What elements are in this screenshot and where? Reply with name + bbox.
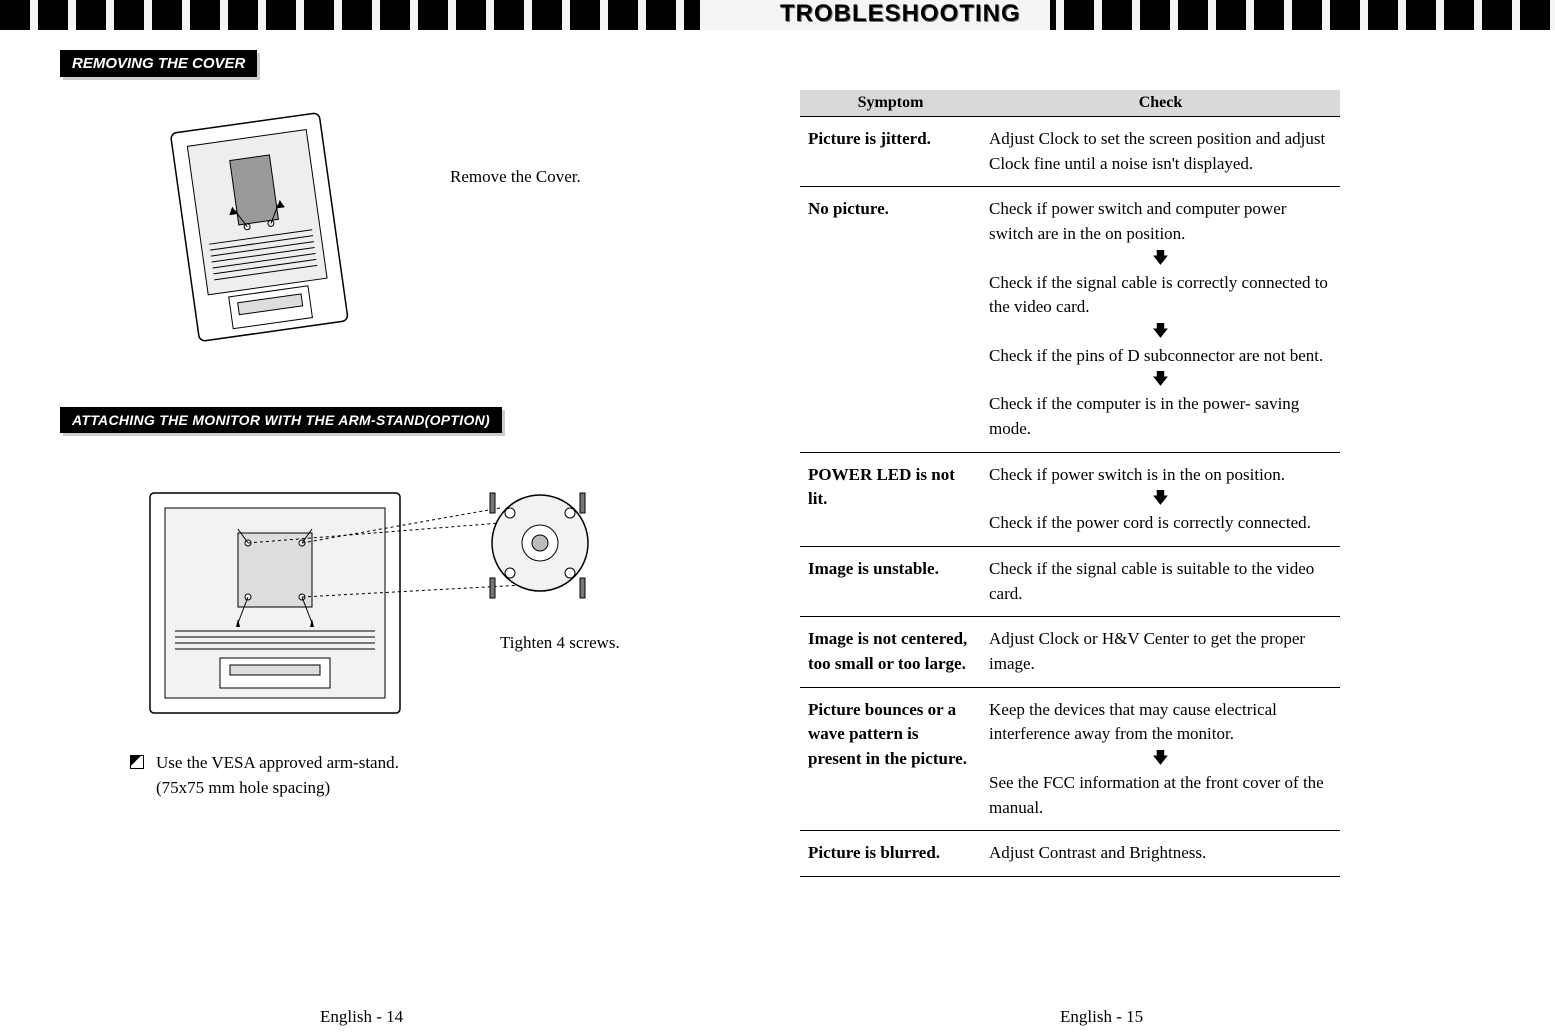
check-cell: Check if power switch and computer power… bbox=[981, 187, 1340, 452]
check-cell: Adjust Clock or H&V Center to get the pr… bbox=[981, 617, 1340, 687]
col-symptom: Symptom bbox=[800, 90, 981, 117]
table-row: Image is not centered, too small or too … bbox=[800, 617, 1340, 687]
bullet-icon bbox=[130, 755, 144, 769]
vesa-note: Use the VESA approved arm-stand. (75x75 … bbox=[130, 751, 780, 800]
figure1-caption: Remove the Cover. bbox=[450, 167, 581, 187]
down-arrow-icon: 🡇 bbox=[989, 491, 1332, 507]
arm-stand-drawing bbox=[120, 463, 640, 733]
header-title: TROBLESHOOTING bbox=[780, 0, 1021, 28]
page-number-left: English - 14 bbox=[320, 1007, 403, 1027]
section2-heading: ATTACHING THE MONITOR WITH THE ARM-STAND… bbox=[60, 407, 502, 433]
figure2-caption: Tighten 4 screws. bbox=[500, 633, 620, 653]
symptom-cell: Image is not centered, too small or too … bbox=[800, 617, 981, 687]
troubleshooting-table: Symptom Check Picture is jitterd.Adjust … bbox=[800, 90, 1340, 877]
table-row: No picture.Check if power switch and com… bbox=[800, 187, 1340, 452]
symptom-cell: Picture is blurred. bbox=[800, 831, 981, 877]
check-cell: Adjust Contrast and Brightness. bbox=[981, 831, 1340, 877]
down-arrow-icon: 🡇 bbox=[989, 372, 1332, 388]
check-cell: Check if power switch is in the on posit… bbox=[981, 452, 1340, 546]
table-row: Image is unstable.Check if the signal ca… bbox=[800, 547, 1340, 617]
symptom-cell: No picture. bbox=[800, 187, 981, 452]
table-row: Picture is blurred.Adjust Contrast and B… bbox=[800, 831, 1340, 877]
table-row: Picture is jitterd.Adjust Clock to set t… bbox=[800, 117, 1340, 187]
symptom-cell: Image is unstable. bbox=[800, 547, 981, 617]
bullet-line1: Use the VESA approved arm-stand. bbox=[156, 753, 399, 772]
section1-heading: REMOVING THE COVER bbox=[60, 50, 257, 77]
bullet-text: Use the VESA approved arm-stand. (75x75 … bbox=[156, 751, 399, 800]
check-cell: Check if the signal cable is suitable to… bbox=[981, 547, 1340, 617]
table-row: POWER LED is not lit.Check if power swit… bbox=[800, 452, 1340, 546]
bullet-line2: (75x75 mm hole spacing) bbox=[156, 778, 330, 797]
right-page: Symptom Check Picture is jitterd.Adjust … bbox=[800, 50, 1520, 877]
figure-arm-stand: Tighten 4 screws. bbox=[120, 463, 780, 733]
left-page: REMOVING THE COVER bbox=[60, 50, 780, 800]
down-arrow-icon: 🡇 bbox=[989, 751, 1332, 767]
symptom-cell: Picture is jitterd. bbox=[800, 117, 981, 187]
symptom-cell: POWER LED is not lit. bbox=[800, 452, 981, 546]
col-check: Check bbox=[981, 90, 1340, 117]
check-cell: Adjust Clock to set the screen position … bbox=[981, 117, 1340, 187]
table-row: Picture bounces or a wave pattern is pre… bbox=[800, 687, 1340, 831]
symptom-cell: Picture bounces or a wave pattern is pre… bbox=[800, 687, 981, 831]
page-number-right: English - 15 bbox=[1060, 1007, 1143, 1027]
check-cell: Keep the devices that may cause electric… bbox=[981, 687, 1340, 831]
down-arrow-icon: 🡇 bbox=[989, 324, 1332, 340]
monitor-back-drawing-1 bbox=[160, 107, 360, 357]
figure-remove-cover: Remove the Cover. bbox=[160, 107, 780, 357]
down-arrow-icon: 🡇 bbox=[989, 251, 1332, 267]
